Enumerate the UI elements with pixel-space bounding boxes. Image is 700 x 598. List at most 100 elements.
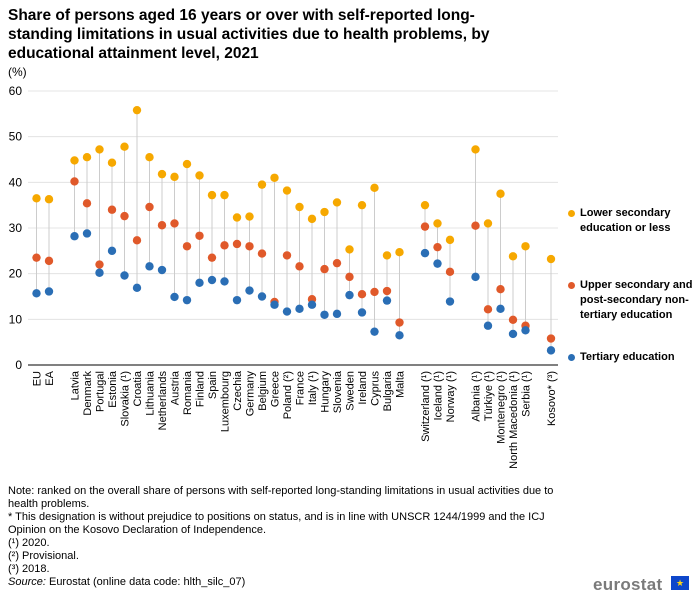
y-tick-label: 60 xyxy=(9,84,23,98)
data-point-lower xyxy=(32,194,41,203)
x-tick-label: Austria xyxy=(170,370,182,405)
data-point-upper xyxy=(82,199,92,208)
x-tick-label: Norway (¹) xyxy=(445,371,457,422)
x-tick-label: Germany xyxy=(245,371,257,417)
data-point-tertiary xyxy=(232,295,242,305)
data-point-upper xyxy=(220,241,229,250)
data-point-upper xyxy=(207,253,217,262)
x-tick-label: Italy (¹) xyxy=(307,371,319,405)
data-point-upper xyxy=(508,315,518,324)
data-point-tertiary xyxy=(357,308,367,317)
data-point-tertiary xyxy=(320,310,329,319)
data-point-lower xyxy=(270,173,279,182)
source-text: Eurostat (online data code: hlth_silc_07… xyxy=(45,576,246,588)
note-2018: (³) 2018. xyxy=(8,563,50,575)
data-point-upper xyxy=(132,236,142,245)
x-tick-label: Netherlands xyxy=(157,371,169,431)
data-point-tertiary xyxy=(95,268,104,277)
data-point-lower xyxy=(195,171,204,180)
data-point-lower xyxy=(120,142,129,151)
data-point-lower xyxy=(433,219,442,228)
x-tick-label: Portugal xyxy=(95,371,107,412)
footnotes: Note: ranked on the overall share of per… xyxy=(8,485,578,589)
data-point-upper xyxy=(170,219,179,228)
x-tick-label: Serbia (¹) xyxy=(521,371,533,417)
data-point-tertiary xyxy=(445,297,455,306)
legend-marker-tertiary xyxy=(568,354,575,361)
x-tick-label: Croatia xyxy=(132,370,144,406)
eu-flag-icon: ★ xyxy=(671,576,689,590)
dot-plot-chart: 0 10 20 30 40 50 60 EU EA Latvia Denmark Portugal Es… xyxy=(9,84,558,469)
data-point-tertiary xyxy=(44,287,54,296)
data-point-upper xyxy=(257,249,267,258)
data-point-lower xyxy=(157,169,167,179)
data-point-lower xyxy=(145,153,154,162)
x-tick-label: France xyxy=(295,371,307,405)
data-point-upper xyxy=(345,272,354,282)
data-point-lower xyxy=(370,183,379,193)
data-point-tertiary xyxy=(295,304,304,314)
data-point-tertiary xyxy=(145,262,154,271)
data-point-tertiary xyxy=(521,326,530,335)
data-point-lower xyxy=(295,202,304,212)
data-point-tertiary xyxy=(195,278,204,287)
data-point-upper xyxy=(395,318,404,327)
data-point-upper xyxy=(433,242,442,252)
y-tick-label: 20 xyxy=(9,267,23,281)
legend-item-lower: Lower secondary education or less xyxy=(568,206,698,236)
data-point-lower xyxy=(496,189,505,198)
data-point-tertiary xyxy=(220,277,229,286)
data-point-upper xyxy=(182,242,192,251)
data-point-tertiary xyxy=(245,286,254,295)
x-tick-label: Sweden xyxy=(345,371,357,411)
x-tick-label: Estonia xyxy=(107,370,119,408)
data-point-tertiary xyxy=(508,329,518,339)
data-point-upper xyxy=(70,177,79,186)
data-point-lower xyxy=(245,212,254,221)
legend-item-tertiary: Tertiary education xyxy=(568,350,698,365)
data-point-lower xyxy=(445,235,455,245)
x-tick-label: Malta xyxy=(395,370,407,398)
x-tick-label: Finland xyxy=(195,371,207,407)
data-point-lower xyxy=(320,207,329,217)
data-point-tertiary xyxy=(332,309,342,319)
data-point-lower xyxy=(182,159,192,169)
data-point-upper xyxy=(546,334,556,343)
data-point-upper xyxy=(295,262,304,271)
data-point-upper xyxy=(195,231,204,240)
data-point-tertiary xyxy=(132,283,142,293)
x-tick-label: EA xyxy=(44,370,56,385)
x-tick-label: Montenegro (¹) xyxy=(496,371,508,444)
x-tick-label: Albania (¹) xyxy=(471,371,483,422)
x-tick-label: Bulgaria xyxy=(382,370,394,411)
chart-title: Share of persons aged 16 years or over w… xyxy=(8,7,490,62)
x-tick-label: Denmark xyxy=(82,371,94,416)
data-point-lower xyxy=(332,198,342,207)
data-point-upper xyxy=(232,239,242,249)
data-point-lower xyxy=(282,186,292,195)
data-point-upper xyxy=(120,211,129,221)
y-tick-label: 30 xyxy=(9,221,23,235)
data-point-lower xyxy=(508,252,518,261)
data-point-lower xyxy=(82,153,92,162)
source-label: Source: xyxy=(8,576,46,588)
legend-label-lower: Lower secondary education or less xyxy=(580,207,671,234)
x-tick-label: Switzerland (¹) xyxy=(420,371,432,442)
data-point-lower xyxy=(232,213,242,222)
y-tick-label: 10 xyxy=(9,312,23,326)
data-point-lower xyxy=(345,245,354,254)
data-point-lower xyxy=(357,200,367,210)
data-point-tertiary xyxy=(382,296,392,305)
y-tick-label: 0 xyxy=(15,358,22,372)
x-tick-label: Kosovo* (³) xyxy=(546,371,558,426)
data-point-tertiary xyxy=(182,295,192,305)
data-point-upper xyxy=(370,287,379,297)
x-tick-label: Spain xyxy=(207,371,219,399)
data-point-lower xyxy=(307,214,317,224)
x-tick-label: Poland (²) xyxy=(282,371,294,419)
data-point-tertiary xyxy=(120,271,129,280)
x-tick-label: Greece xyxy=(270,371,282,407)
data-point-lower xyxy=(170,172,179,182)
x-tick-label: Belgium xyxy=(257,371,269,411)
data-point-lower xyxy=(257,180,267,189)
